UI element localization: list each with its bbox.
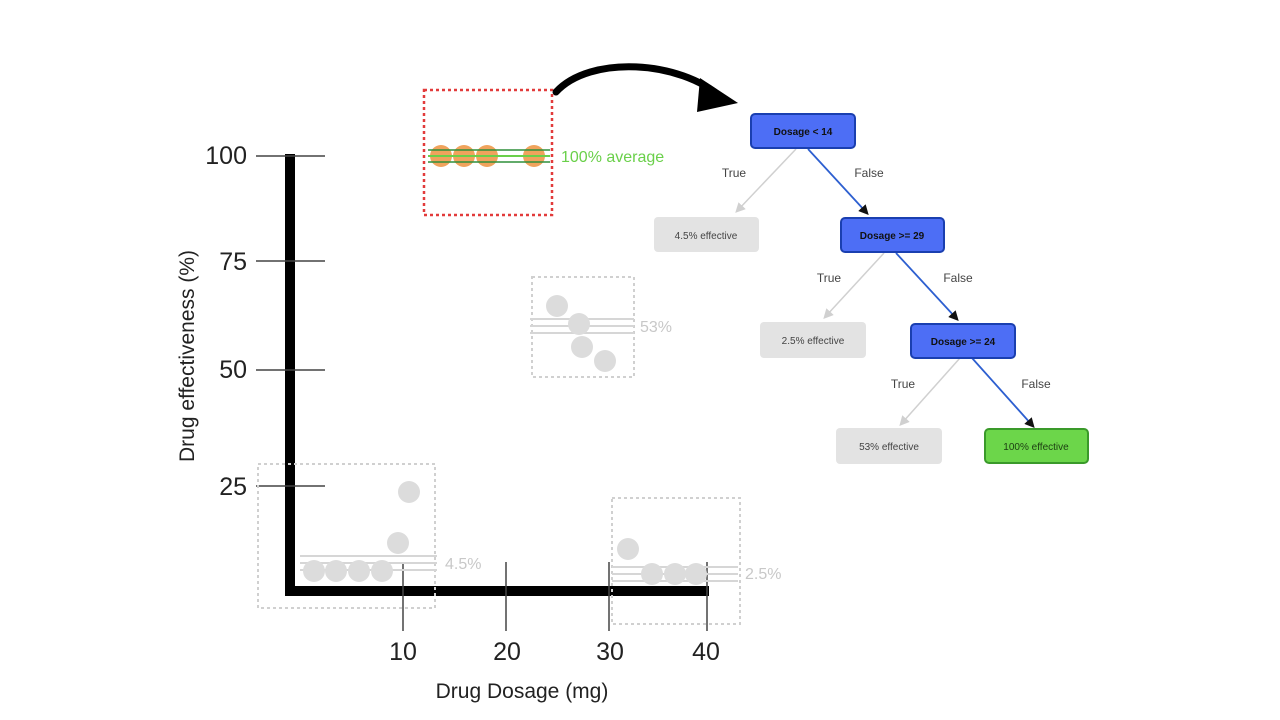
tree-leaf-2 [760, 322, 866, 358]
tree-edge-false [895, 252, 959, 321]
tree-node-3-label: Dosage >= 24 [931, 337, 996, 348]
group-right: 2.5% [611, 497, 781, 625]
group-highlight-label: 100% average [561, 149, 664, 166]
data-point [594, 350, 616, 372]
x-tick-label-10: 10 [389, 638, 417, 666]
plot-area: 100 75 50 25 10 20 30 40 Drug Dosage (mg… [176, 142, 720, 703]
tree-node-2-label: Dosage >= 29 [860, 231, 925, 242]
data-point [617, 538, 639, 560]
edge-label-true: True [891, 377, 916, 391]
tree-edge-false [807, 148, 869, 215]
data-point [303, 560, 325, 582]
tree-leaf-4 [984, 428, 1089, 464]
group-right-box [611, 497, 741, 625]
tree-node-root [750, 113, 856, 149]
x-tick-label-40: 40 [692, 638, 720, 666]
x-axis-label: Drug Dosage (mg) [436, 680, 609, 703]
tree-node-root-label: Dosage < 14 [774, 127, 833, 138]
tree-leaf-3-label: 53% effective [859, 442, 919, 453]
curved-arrow-head [697, 78, 738, 112]
tree-node-2 [840, 217, 945, 253]
data-point [571, 336, 593, 358]
tree-edge-false [971, 357, 1035, 428]
edge-label-false: False [1021, 377, 1051, 391]
tree-leaf-1 [654, 217, 759, 252]
data-point [568, 313, 590, 335]
y-tick-label-75: 75 [219, 248, 247, 276]
group-left-box [257, 463, 436, 609]
tree-leaf-3 [836, 428, 942, 464]
x-tick-label-20: 20 [493, 638, 521, 666]
group-right-label: 2.5% [745, 566, 781, 583]
data-point [348, 560, 370, 582]
tree-leaf-1-label: 4.5% effective [675, 231, 738, 242]
data-point [641, 563, 663, 585]
data-point [685, 563, 707, 585]
decision-tree: True False True False True False Dosage … [654, 113, 1089, 464]
edge-label-false: False [943, 271, 973, 285]
y-tick-label-100: 100 [205, 142, 247, 170]
data-point [387, 532, 409, 554]
tree-edge-true [735, 148, 797, 213]
group-left-label: 4.5% [445, 556, 481, 573]
tree-leaf-2-label: 2.5% effective [782, 336, 845, 347]
y-tick-label-50: 50 [219, 356, 247, 384]
edge-label-true: True [817, 271, 842, 285]
edge-label-false: False [854, 166, 884, 180]
data-point [325, 560, 347, 582]
tree-node-3 [910, 323, 1016, 359]
y-tick-label-25: 25 [219, 473, 247, 501]
curved-arrow [552, 63, 726, 102]
tree-edge-true [899, 357, 961, 426]
group-left: 4.5% [257, 463, 481, 609]
x-tick-label-30: 30 [596, 638, 624, 666]
group-highlight: 100% average [422, 88, 664, 217]
data-point [664, 563, 686, 585]
group-mid: 53% [530, 276, 672, 378]
y-axis-label: Drug effectiveness (%) [176, 250, 199, 462]
data-point [398, 481, 420, 503]
tree-leaf-4-label: 100% effective [1003, 442, 1069, 453]
tree-edge-true [823, 252, 885, 319]
data-point [546, 295, 568, 317]
data-point [371, 560, 393, 582]
edge-label-true: True [722, 166, 747, 180]
group-mid-label: 53% [640, 319, 672, 336]
